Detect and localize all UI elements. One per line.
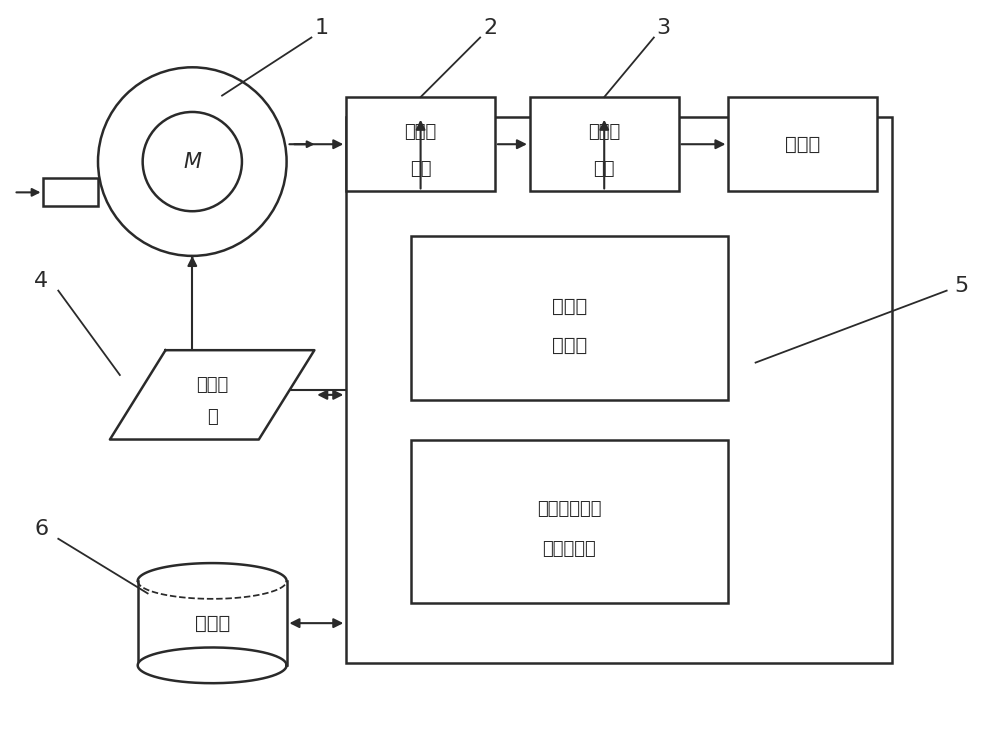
Text: 感器: 感器 — [410, 160, 431, 178]
Text: 治疗方: 治疗方 — [552, 296, 587, 316]
Bar — [411, 440, 728, 603]
Text: 6: 6 — [34, 519, 48, 538]
Bar — [346, 117, 892, 663]
Text: 压力传: 压力传 — [588, 123, 620, 141]
Text: 流量传: 流量传 — [404, 123, 437, 141]
Text: 用户接: 用户接 — [196, 376, 228, 394]
Text: 受试者: 受试者 — [785, 135, 820, 154]
Bar — [411, 236, 728, 400]
Polygon shape — [138, 581, 287, 665]
Text: M: M — [183, 152, 201, 172]
Text: 稳压的装置: 稳压的装置 — [543, 540, 596, 558]
Bar — [728, 97, 877, 191]
Text: 存储器: 存储器 — [195, 614, 230, 633]
Bar — [43, 178, 98, 206]
Circle shape — [98, 68, 287, 256]
Text: 2: 2 — [483, 17, 497, 38]
Bar — [346, 97, 495, 191]
Text: 口: 口 — [207, 408, 218, 426]
Polygon shape — [138, 647, 287, 683]
Text: 案模块: 案模块 — [552, 336, 587, 356]
Text: 5: 5 — [954, 276, 969, 296]
Text: 4: 4 — [34, 271, 48, 291]
Bar — [530, 97, 679, 191]
Text: 持续正压通气: 持续正压通气 — [537, 500, 602, 518]
Text: 1: 1 — [314, 17, 328, 38]
Text: 感器: 感器 — [593, 160, 615, 178]
Polygon shape — [110, 350, 314, 439]
Text: 3: 3 — [657, 17, 671, 38]
